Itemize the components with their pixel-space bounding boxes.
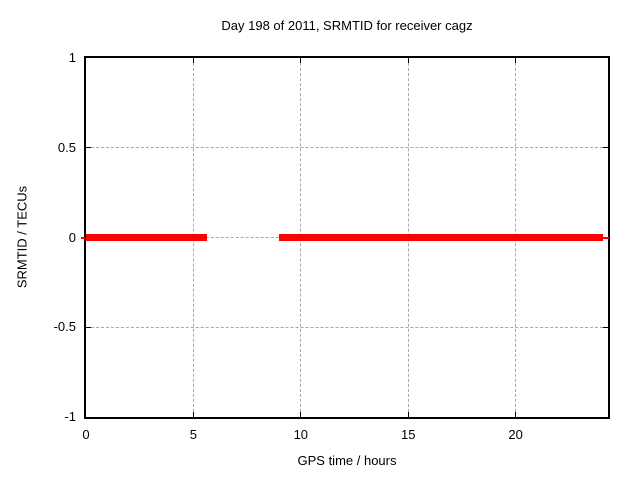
x-tick-label: 0 xyxy=(82,427,90,442)
series-line-segment xyxy=(279,234,603,241)
x-tick-top xyxy=(300,58,302,63)
series-line-cap-left xyxy=(81,236,85,239)
y-tick-label: 1 xyxy=(68,50,76,65)
x-tick-label: 15 xyxy=(400,427,416,442)
y-tick-label: 0 xyxy=(68,229,76,245)
y-tick-label: -0.5 xyxy=(53,319,76,335)
x-tick-top xyxy=(515,58,517,63)
x-tick-bottom xyxy=(407,412,409,417)
chart-title: Day 198 of 2011, SRMTID for receiver cag… xyxy=(221,18,473,33)
y-tick-left xyxy=(86,147,91,149)
y-tick-label: -1 xyxy=(64,409,76,424)
plot-area: 0 5 10 15 20 -1 -0.5 0 0.5 1 xyxy=(54,50,610,442)
x-tick-top xyxy=(407,58,409,63)
x-tick-bottom xyxy=(192,412,194,417)
x-axis-title: GPS time / hours xyxy=(297,453,397,468)
y-tick-right xyxy=(603,326,608,328)
series-line-segment xyxy=(86,234,208,241)
x-tick-bottom xyxy=(515,412,517,417)
y-tick-label: 0.5 xyxy=(57,139,76,155)
x-tick-label: 10 xyxy=(293,427,309,442)
series-line-cap-right xyxy=(602,236,609,239)
y-gridline xyxy=(86,147,608,149)
y-gridline xyxy=(86,326,608,328)
y-tick-left xyxy=(86,326,91,328)
x-tick-label: 20 xyxy=(508,427,523,442)
x-tick-top xyxy=(192,58,194,63)
x-tick-label: 5 xyxy=(189,427,198,442)
x-tick-bottom xyxy=(300,412,302,417)
y-tick-right xyxy=(603,147,608,149)
